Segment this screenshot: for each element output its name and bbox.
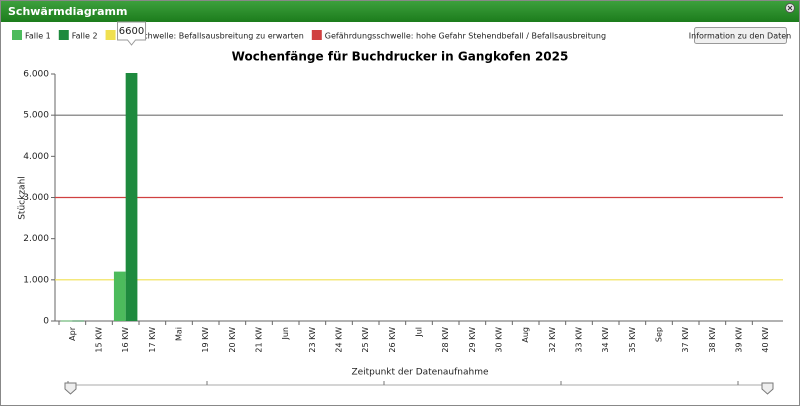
x-tick-label: Mai bbox=[175, 327, 184, 341]
y-axis-label: Stückzahl bbox=[18, 176, 28, 220]
y-tick-label: 0 bbox=[43, 317, 49, 327]
tooltip-box bbox=[117, 21, 147, 46]
legend-label-swatch bbox=[311, 30, 322, 40]
bar bbox=[72, 320, 85, 322]
x-tick-label: 20 KW bbox=[228, 327, 237, 353]
x-tick-label: Apr bbox=[68, 326, 77, 341]
x-tick-label: 28 KW bbox=[441, 327, 450, 353]
legend-label: Falle 2 bbox=[72, 32, 98, 41]
y-tick-label: 1.000 bbox=[23, 275, 49, 285]
title-bar bbox=[1, 1, 799, 22]
legend-label: Falle 1 bbox=[25, 32, 51, 41]
x-tick-label: Jul bbox=[415, 327, 424, 338]
close-icon bbox=[787, 5, 793, 11]
y-tick-label: 3.000 bbox=[23, 193, 49, 203]
x-tick-label: 33 KW bbox=[575, 327, 584, 353]
x-tick-label: 39 KW bbox=[735, 327, 744, 353]
y-tick-label: 4.000 bbox=[23, 152, 49, 162]
bar bbox=[60, 320, 73, 322]
x-tick-label: 34 KW bbox=[601, 327, 610, 353]
range-slider[interactable] bbox=[64, 381, 774, 395]
window-title: Schwärmdiagramm bbox=[8, 5, 127, 18]
legend-label: Warnschwelle: Befallsausbreitung zu erwa… bbox=[119, 32, 304, 41]
x-tick-label: 35 KW bbox=[628, 327, 637, 353]
x-tick-label: 38 KW bbox=[708, 327, 717, 353]
slider-handle-left[interactable] bbox=[64, 382, 77, 395]
x-tick-label: 21 KW bbox=[255, 327, 264, 353]
chart-title: Wochenfänge für Buchdrucker in Gangkofen… bbox=[232, 50, 569, 64]
legend-label-swatch bbox=[58, 30, 69, 40]
x-tick-label: 16 KW bbox=[121, 327, 130, 353]
x-tick-label: 17 KW bbox=[148, 327, 157, 353]
x-tick-label: 25 KW bbox=[361, 327, 370, 353]
x-tick-label: 30 KW bbox=[495, 327, 504, 353]
x-tick-label: 15 KW bbox=[95, 327, 104, 353]
x-tick-label: 23 KW bbox=[308, 327, 317, 353]
x-tick-label: 24 KW bbox=[335, 327, 344, 353]
x-tick-label: 37 KW bbox=[681, 327, 690, 353]
x-tick-label: Aug bbox=[521, 327, 530, 343]
x-tick-label: 19 KW bbox=[201, 327, 210, 353]
x-tick-label: 26 KW bbox=[388, 327, 397, 353]
info-button[interactable] bbox=[694, 27, 787, 44]
x-tick-label: Jun bbox=[281, 327, 290, 341]
slider-handle-right[interactable] bbox=[761, 382, 774, 395]
x-axis-label: Zeitpunkt der Datenaufnahme bbox=[351, 368, 489, 378]
info-button-label[interactable]: Information zu den Daten bbox=[689, 32, 791, 41]
legend-label: Gefährdungsschwelle: hohe Gefahr Stehend… bbox=[325, 32, 606, 41]
bar bbox=[113, 271, 126, 321]
y-tick-label: 5.000 bbox=[23, 111, 49, 121]
tooltip-value: 6600 bbox=[119, 26, 144, 37]
x-tick-label: 40 KW bbox=[761, 327, 770, 353]
x-tick-label: 32 KW bbox=[548, 327, 557, 353]
y-tick-label: 6.000 bbox=[23, 70, 49, 80]
x-tick-label: Sep bbox=[655, 327, 664, 342]
legend-label-swatch bbox=[12, 30, 22, 40]
bar bbox=[125, 73, 138, 322]
plot-area bbox=[60, 73, 138, 322]
legend-label-swatch bbox=[105, 30, 116, 40]
y-tick-label: 2.000 bbox=[23, 234, 49, 244]
x-tick-label: 29 KW bbox=[468, 327, 477, 353]
